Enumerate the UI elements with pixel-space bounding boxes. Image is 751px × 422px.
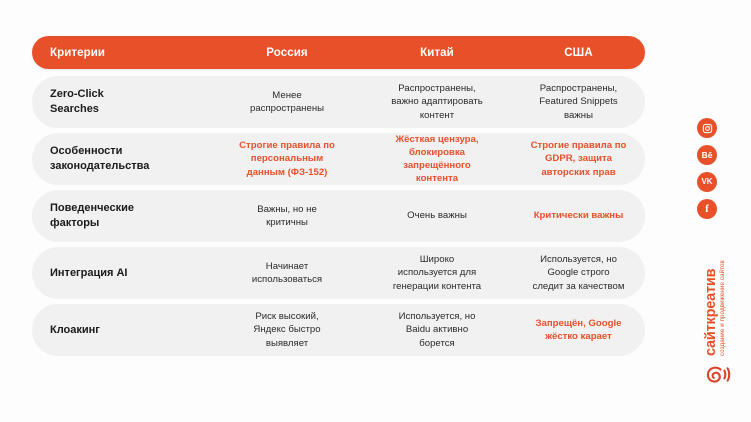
row-criteria-label: Особенности законодательства [32, 144, 212, 173]
table-row: Особенности законодательства Строгие прави… [32, 133, 645, 185]
column-header-usa: США [564, 46, 593, 59]
cell-text: Строгие правила по персональным данным (ФЗ… [239, 140, 335, 178]
instagram-icon[interactable] [697, 118, 717, 138]
column-header-china: Китай [420, 46, 454, 59]
row-criteria-label: Поведенческие факторы [32, 201, 212, 230]
cell-china: Очень важны [362, 209, 512, 222]
cell-text: Жёсткая цензура, блокировка запрещённого ко… [395, 133, 479, 185]
cell-russia: Начинает использоваться [212, 260, 362, 286]
cell-text: Широко используется для генерации контента [392, 254, 482, 292]
cell-text: Распространены, Featured Snippets важны [539, 83, 618, 121]
cell-usa: Строгие правила по GDPR, защита авторских … [512, 139, 645, 178]
criteria-text: Поведенческие факторы [50, 202, 134, 229]
column-header-criteria: Критерии [50, 46, 106, 59]
table-body: Zero-Click Searches Менее распространены Рас… [32, 76, 645, 356]
cell-usa: Распространены, Featured Snippets важны [512, 82, 645, 121]
behance-icon[interactable]: Bē [697, 145, 717, 165]
row-criteria-label: Клоакинг [32, 323, 212, 338]
cell-text: Распространены, важно адаптировать контент [391, 83, 483, 121]
cell-text: Начинает использоваться [251, 260, 323, 285]
cell-china: Распространены, важно адаптировать контент [362, 82, 512, 121]
cell-china: Используется, но Baidu активно борется [362, 310, 512, 349]
cell-china: Широко используется для генерации контента [362, 253, 512, 292]
behance-icon-glyph: Bē [701, 149, 713, 160]
cell-russia: Риск высокий, Яндекс быстро выявляет [212, 310, 362, 349]
cell-text: Запрещён, Google жёстко карает [535, 317, 622, 342]
brand-wordmark: сайткреатив [703, 268, 719, 356]
table-header-row: Критерии Россия Китай США [32, 36, 645, 69]
table-row: Поведенческие факторы Важны, но не критичны… [32, 190, 645, 242]
cell-text: Строгие правила по GDPR, защита авторских … [530, 140, 627, 178]
table-row: Клоакинг Риск высокий, Яндекс быстро выявля… [32, 304, 645, 356]
sitekreativ-spiral-logo [699, 360, 733, 394]
cell-text: Важны, но не критичны [257, 203, 317, 228]
table-row: Интеграция AI Начинает использоваться Широк… [32, 247, 645, 299]
facebook-icon-glyph: f [705, 202, 709, 215]
cell-text: Риск высокий, Яндекс быстро выявляет [253, 311, 321, 349]
row-criteria-label: Zero-Click Searches [32, 87, 212, 116]
cell-russia: Менее распространены [212, 89, 362, 115]
cell-russia: Важны, но не критичны [212, 203, 362, 229]
table-row: Zero-Click Searches Менее распространены Рас… [32, 76, 645, 128]
vk-icon[interactable]: VK [697, 172, 717, 192]
row-criteria-label: Интеграция AI [32, 266, 212, 281]
column-header-russia: Россия [266, 46, 308, 59]
facebook-icon[interactable]: f [697, 199, 717, 219]
criteria-text: Особенности законодательства [50, 145, 150, 172]
cell-text: Используется, но Google строго следит за к… [532, 254, 625, 292]
brand-tagline: создание и продвижение сайтов [719, 260, 726, 356]
cell-text: Менее распространены [249, 89, 325, 114]
cell-china: Жёсткая цензура, блокировка запрещённого ко… [362, 133, 512, 185]
brand-logo-text: сайткреатив создание и продвижение сайто… [685, 250, 741, 358]
right-rail: Bē VK f сайткреатив создание и продвижен… [645, 0, 751, 422]
social-links: Bē VK f [697, 118, 717, 219]
criteria-text: Клоакинг [50, 323, 100, 336]
vk-icon-glyph: VK [701, 177, 713, 186]
cell-usa: Критически важны [512, 209, 645, 222]
comparison-table: Критерии Россия Китай США Zero-Click Sear… [32, 36, 645, 361]
criteria-text: Zero-Click Searches [50, 88, 104, 115]
criteria-text: Интеграция AI [50, 266, 128, 279]
cell-russia: Строгие правила по персональным данным (ФЗ… [212, 139, 362, 178]
cell-text: Критически важны [533, 210, 624, 222]
cell-usa: Используется, но Google строго следит за к… [512, 253, 645, 292]
cell-text: Очень важны [407, 210, 467, 222]
cell-usa: Запрещён, Google жёстко карает [512, 317, 645, 343]
cell-text: Используется, но Baidu активно борется [398, 311, 476, 349]
brand-logo[interactable]: сайткреатив создание и продвижение сайто… [685, 250, 741, 400]
